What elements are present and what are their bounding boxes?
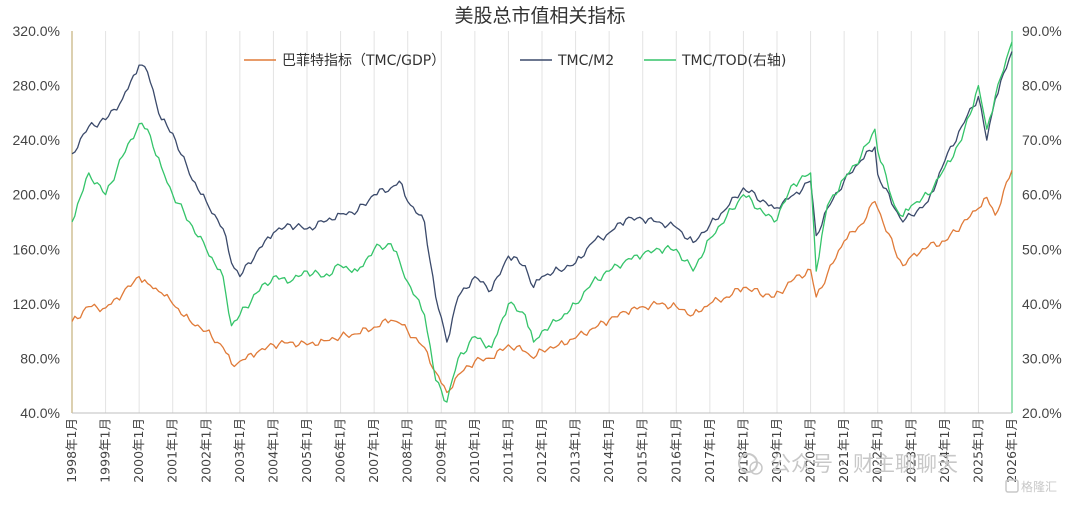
y-right-tick-label: 50.0% [1022,241,1062,257]
gelonghui-logo-icon [1005,479,1019,493]
x-tick-label: 2016年1月 [668,418,683,483]
series-line-2 [71,51,1013,343]
x-tick-label: 2013年1月 [568,418,583,483]
y-right-tick-label: 90.0% [1022,23,1062,39]
wechat-icon [738,453,758,473]
right-axis-tick-labels: 20.0% 30.0% 40.0% 50.0% 60.0% 70.0% 80.0% 90.0% [1022,23,1062,421]
legend: 巴菲特指标（TMC/GDP） TMC/M2 TMC/TOD(右轴) [244,53,786,69]
x-tick-label: 2007年1月 [366,418,381,483]
x-tick-label: 2005年1月 [299,418,314,483]
x-tick-label: 2006年1月 [333,418,348,483]
x-tick-label: 2024年1月 [937,418,952,483]
x-axis-tick-labels: 1998年1月 1999年1月 2000年1月 2001年1月 2002年1月 2003年… [64,418,1019,483]
y-left-tick-label: 200.0% [13,187,60,203]
x-tick-label: 2020年1月 [803,418,818,483]
vertical-gridlines [71,31,1013,413]
y-right-tick-label: 70.0% [1022,132,1062,148]
legend-label: TMC/TOD(右轴) [681,53,786,69]
x-tick-label: 2012年1月 [534,418,549,483]
series-lines [71,41,1013,403]
left-axis-tick-labels: 40.0% 80.0% 120.0% 160.0% 200.0% 240.0% 280.0%… [13,23,60,421]
x-tick-label: 2025年1月 [970,418,985,483]
y-left-tick-label: 80.0% [20,350,60,366]
x-tick-label: 2019年1月 [769,418,784,483]
x-tick-label: 2015年1月 [635,418,650,483]
x-tick-label: 2000年1月 [131,418,146,483]
x-tick-label: 2014年1月 [601,418,616,483]
wechat-icon-small [749,461,763,475]
y-left-tick-label: 120.0% [13,296,60,312]
series-line-1 [71,169,1013,394]
y-right-tick-label: 20.0% [1022,405,1062,421]
y-right-tick-label: 40.0% [1022,296,1062,312]
x-tick-label: 2026年1月 [1004,418,1019,483]
x-tick-label: 2008年1月 [400,418,415,483]
y-left-tick-label: 240.0% [13,132,60,148]
y-right-tick-label: 30.0% [1022,350,1062,366]
y-left-tick-label: 320.0% [13,23,60,39]
legend-label: TMC/M2 [557,53,614,69]
chart-title: 美股总市值相关指标 [454,5,625,27]
y-right-tick-label: 80.0% [1022,78,1062,94]
x-tick-label: 2011年1月 [500,418,515,483]
y-left-tick-label: 40.0% [20,405,60,421]
x-tick-label: 1998年1月 [64,418,79,483]
x-tick-label: 2009年1月 [433,418,448,483]
x-tick-label: 1999年1月 [98,418,113,483]
x-tick-label: 2010年1月 [467,418,482,483]
x-tick-label: 2001年1月 [165,418,180,483]
x-tick-label: 2002年1月 [198,418,213,483]
y-left-tick-label: 280.0% [13,78,60,94]
y-left-tick-label: 160.0% [13,241,60,257]
legend-label: 巴菲特指标（TMC/GDP） [282,53,445,69]
x-tick-label: 2021年1月 [836,418,851,483]
x-tick-label: 2023年1月 [903,418,918,483]
x-tick-label: 2003年1月 [232,418,247,483]
series-line-3 [71,41,1013,403]
y-right-tick-label: 60.0% [1022,187,1062,203]
watermark-text: 公众号 · 财主聊聊天 [770,452,958,476]
x-tick-label: 2017年1月 [702,418,717,483]
watermark-source: 格隆汇 [1021,479,1057,494]
x-tick-label: 2004年1月 [265,418,280,483]
x-tick-label: 2018年1月 [735,418,750,483]
watermark: 公众号 · 财主聊聊天 格隆汇 [738,452,1057,494]
x-tick-label: 2022年1月 [870,418,885,483]
